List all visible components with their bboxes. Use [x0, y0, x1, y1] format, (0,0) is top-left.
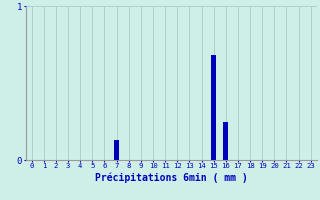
- Bar: [114, 140, 119, 160]
- Bar: [211, 55, 216, 160]
- X-axis label: Précipitations 6min ( mm ): Précipitations 6min ( mm ): [95, 172, 248, 183]
- Bar: [223, 121, 228, 160]
